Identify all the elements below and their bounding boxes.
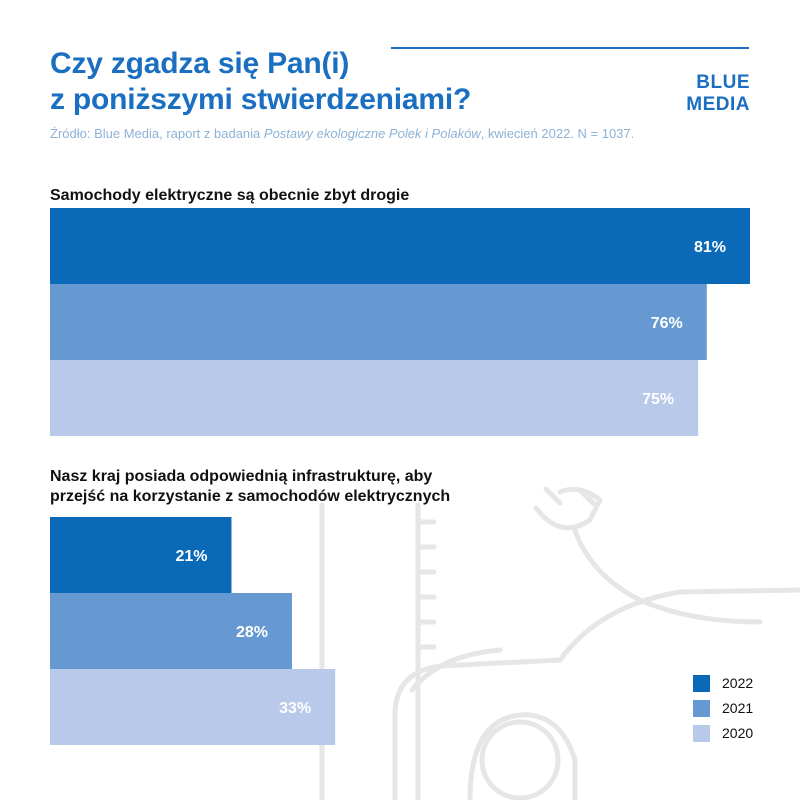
- chart-1-bar-2022: [50, 208, 750, 284]
- chart-2-question: Nasz kraj posiada odpowiednią infrastruk…: [50, 467, 450, 507]
- chart-1-question-line: Samochody elektryczne są obecnie zbyt dr…: [50, 187, 410, 204]
- chart-2-question-line-2: przejść na korzystanie z samochodów elek…: [50, 488, 451, 505]
- chart-2-bar-2021: [50, 593, 292, 669]
- chart-1-question: Samochody elektryczne są obecnie zbyt dr…: [50, 186, 409, 206]
- legend: 2022 2021 2020: [693, 673, 753, 748]
- legend-label-2021: 2021: [722, 700, 754, 716]
- legend-label-2022: 2022: [722, 675, 754, 691]
- legend-item-2020: 2020: [693, 723, 753, 743]
- page-title: Czy zgadza się Pan(i) z poniższymi stwie…: [50, 46, 471, 118]
- logo-line-2: MEDIA: [686, 94, 750, 115]
- chart-1-value-label-2022: 81%: [694, 239, 726, 256]
- chart-2-bar-2022: [50, 517, 232, 593]
- title-line-1: Czy zgadza się Pan(i): [50, 47, 350, 80]
- legend-item-2021: 2021: [693, 698, 753, 718]
- blue-media-logo: BLUE MEDIA: [655, 72, 750, 116]
- legend-label-2020: 2020: [722, 725, 754, 741]
- legend-swatch-2021: [693, 699, 710, 717]
- chart-2-bar-2020: [50, 669, 336, 745]
- chart-1: 81% 76% 75%: [50, 208, 750, 436]
- source-report-name: Postawy ekologiczne Polek i Polaków: [263, 126, 481, 141]
- chart-2-question-line-1: Nasz kraj posiada odpowiednią infrastruk…: [50, 468, 433, 485]
- chart-2-value-label-2020: 33%: [279, 700, 311, 717]
- legend-swatch-2020: [693, 724, 710, 742]
- legend-swatch-2022: [693, 674, 710, 692]
- source-prefix: Źródło: Blue Media, raport z badania: [50, 126, 264, 141]
- chart-1-value-label-2021: 76%: [651, 315, 683, 332]
- chart-2-value-label-2021: 28%: [236, 624, 268, 641]
- chart-1-bar-2021: [50, 284, 707, 360]
- chart-2: 21% 28% 33%: [50, 517, 336, 745]
- legend-item-2022: 2022: [693, 673, 753, 693]
- source-note: Źródło: Blue Media, raport z badania Pos…: [50, 126, 634, 141]
- chart-1-bar-2020: [50, 360, 699, 436]
- source-suffix: , kwiecień 2022. N = 1037.: [480, 126, 635, 141]
- logo-line-1: BLUE: [696, 72, 750, 93]
- header-divider: [391, 47, 749, 49]
- title-line-2: z poniższymi stwierdzeniami?: [50, 83, 472, 116]
- chart-1-value-label-2020: 75%: [642, 391, 674, 408]
- chart-2-value-label-2022: 21%: [175, 548, 207, 565]
